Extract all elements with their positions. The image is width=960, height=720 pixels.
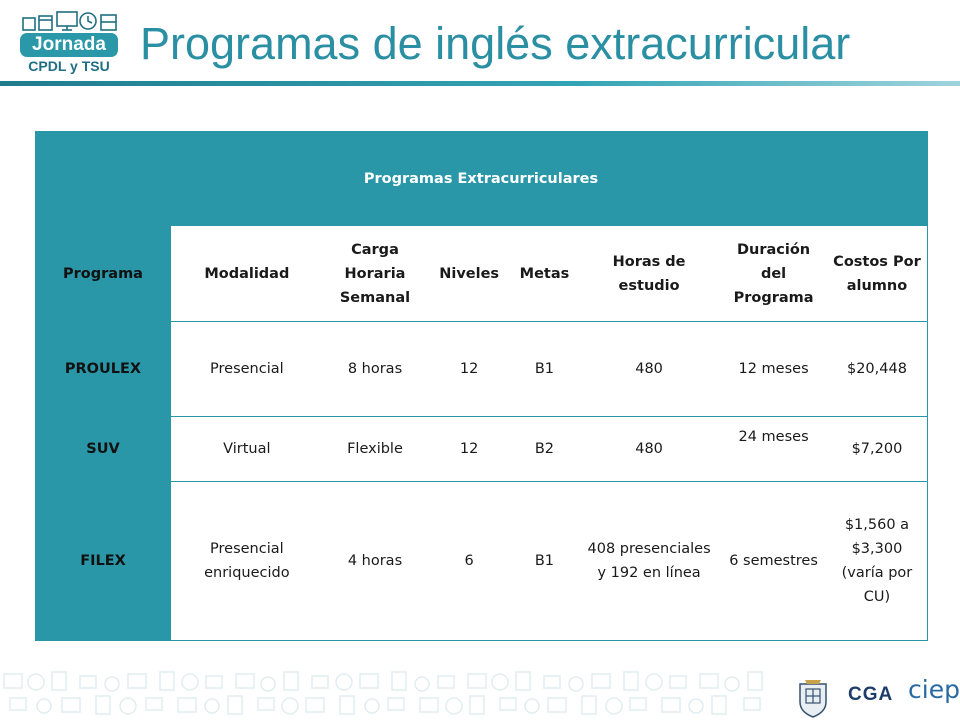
- cell-metas: B1: [534, 553, 555, 569]
- jornada-logo: Jornada CPDL y TSU: [18, 8, 122, 74]
- table-caption-row: Programas Extracurriculares: [35, 131, 928, 226]
- table-row: PROULEX Presencial 8 horas 12 B1 480 12 …: [35, 321, 928, 417]
- table-row: FILEX Presencial enriquecido 4 horas 6 B…: [35, 481, 928, 641]
- table-row: SUV Virtual Flexible 12 B2 480 24 meses …: [35, 416, 928, 482]
- header-duracion: Duración del Programa: [720, 226, 827, 322]
- cell-horas: 480: [635, 441, 663, 457]
- cell-carga: 8 horas: [347, 361, 403, 377]
- office-icons-logo: [22, 11, 117, 31]
- cell-horas: 408 presenciales y 192 en línea: [587, 541, 711, 581]
- header-rule: [0, 81, 960, 86]
- row-program-name: FILEX: [35, 481, 171, 641]
- table-caption: Programas Extracurriculares: [35, 131, 928, 226]
- cell-metas: B2: [534, 441, 555, 457]
- logo-word: Jornada: [20, 33, 118, 57]
- logo-subtitle: CPDL y TSU: [28, 58, 110, 74]
- cell-horas: 480: [635, 361, 663, 377]
- cell-modalidad: Presencial enriquecido: [204, 541, 290, 581]
- header-programa: Programa: [35, 226, 171, 322]
- header-carga-horaria: Carga Horaria Semanal: [322, 226, 428, 322]
- header-metas: Metas: [510, 226, 578, 322]
- cga-logo: CGA: [848, 684, 894, 705]
- cell-duracion-text: 24 meses: [738, 429, 809, 445]
- row-program-name: SUV: [35, 416, 171, 482]
- table-header-row: Programa Modalidad Carga Horaria Semanal…: [35, 226, 928, 322]
- ciep-logo: ciep: [908, 675, 960, 704]
- header-horas-estudio: Horas de estudio: [577, 226, 721, 322]
- header-costos: Costos Por alumno: [826, 226, 928, 322]
- cell-duracion: 24 meses: [720, 417, 827, 482]
- cell-metas: B1: [534, 361, 555, 377]
- cell-modalidad: Virtual: [223, 441, 271, 457]
- cell-costo: $20,448: [846, 361, 907, 377]
- cell-modalidad: Presencial: [210, 361, 284, 377]
- header-niveles: Niveles: [427, 226, 511, 322]
- cell-niveles: 12: [459, 361, 479, 377]
- cell-duracion: 6 semestres: [729, 553, 818, 569]
- cell-niveles: 6: [464, 553, 474, 569]
- cell-niveles: 12: [459, 441, 479, 457]
- cell-costo: $1,560 a $3,300 (varía por CU): [841, 517, 913, 605]
- row-program-name: PROULEX: [35, 321, 171, 417]
- cell-costo: $7,200: [851, 441, 903, 457]
- cell-duracion: 12 meses: [738, 361, 809, 377]
- page-title: Programas de inglés extracurricular: [140, 18, 851, 69]
- header-modalidad: Modalidad: [171, 226, 323, 322]
- footer-pattern: [3, 671, 763, 715]
- cell-carga: Flexible: [347, 441, 403, 457]
- university-seal-icon: [799, 680, 827, 718]
- programs-table: Programas Extracurriculares Programa Mod…: [35, 131, 928, 641]
- cell-carga: 4 horas: [347, 553, 403, 569]
